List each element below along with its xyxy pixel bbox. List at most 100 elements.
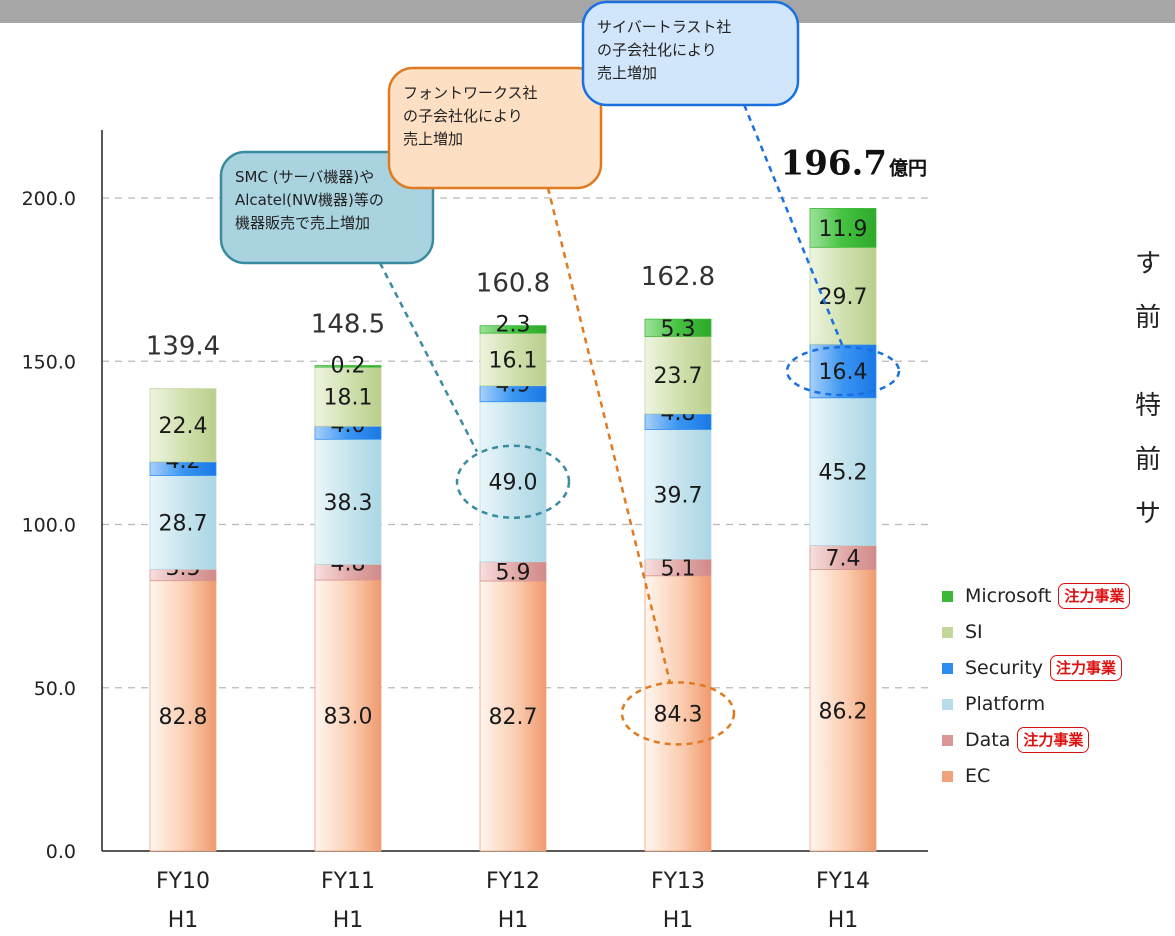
bar-segment-si-fy13 — [644, 336, 712, 415]
data-label-microsoft-fy14: 11.9 — [819, 217, 868, 242]
bar-segment-platform-fy14 — [809, 397, 877, 546]
data-label-data-fy13: 5.1 — [661, 556, 696, 581]
data-label-microsoft-fy11: 0.2 — [331, 353, 366, 378]
legend-label-data: Data — [965, 729, 1011, 751]
y-tick-label: 200.0 — [22, 188, 76, 210]
side-text-1: す — [1135, 249, 1162, 279]
data-label-si-fy11: 18.1 — [324, 386, 373, 411]
data-label-ec-fy10: 82.8 — [159, 705, 208, 730]
data-label-si-fy12: 16.1 — [489, 348, 538, 373]
legend-label-microsoft: Microsoft — [965, 585, 1052, 607]
data-label-platform-fy12: 49.0 — [489, 471, 538, 496]
bar-segment-ec-fy14 — [809, 569, 877, 852]
bar-segment-si-fy11 — [314, 366, 382, 427]
legend-label-ec: EC — [965, 765, 991, 787]
highlight-fy12-platform — [455, 444, 571, 519]
data-label-security-fy14: 16.4 — [819, 360, 868, 385]
data-label-platform-fy10: 28.7 — [159, 511, 208, 536]
legend-item-ec: EC — [942, 762, 990, 790]
callout-fontworks-text: の子会社化により — [403, 107, 523, 125]
data-label-data-fy12: 5.9 — [496, 560, 531, 585]
data-label-ec-fy11: 83.0 — [324, 705, 373, 730]
bar-segment-microsoft-fy12 — [479, 325, 547, 334]
focus-badge-security: 注力事業 — [1050, 655, 1123, 681]
total-label-fy12: 160.8 — [476, 269, 550, 299]
legend-item-data: Data 注力事業 — [942, 726, 1090, 754]
data-label-ec-fy13: 84.3 — [654, 702, 703, 727]
callout-cybertrust-text: サイバートラスト社 — [597, 18, 731, 36]
total-label-fy10: 139.4 — [146, 332, 220, 362]
total-label-fy11: 148.5 — [311, 309, 385, 339]
bar-segment-platform-fy13 — [644, 429, 712, 560]
bar-segment-microsoft-fy13 — [644, 318, 712, 337]
bar-segment-microsoft-fy14 — [809, 208, 877, 248]
callout-smc-alcatel-text: Alcatel(NW機器)等の — [235, 191, 384, 209]
x-tick-sublabel: H1 — [168, 908, 199, 933]
legend-swatch-ec — [942, 770, 953, 782]
legend-item-si: SI — [942, 618, 983, 646]
y-tick-label: 100.0 — [22, 515, 76, 537]
bar-segment-si-fy12 — [479, 332, 547, 387]
legend-item-platform: Platform — [942, 690, 1045, 718]
y-tick-label: 50.0 — [34, 678, 76, 700]
total-label-fy14: 196.7 — [781, 143, 887, 183]
callout-smc-alcatel-text: 機器販売で売上増加 — [235, 214, 370, 232]
bar-segment-platform-fy10 — [149, 475, 217, 570]
callout-smc-alcatel-leader-line — [378, 262, 479, 453]
y-tick-label: 0.0 — [46, 841, 76, 863]
y-tick-label: 150.0 — [22, 351, 76, 373]
x-tick-sublabel: H1 — [663, 908, 694, 933]
data-label-si-fy10: 22.4 — [159, 414, 208, 439]
legend-swatch-platform — [942, 698, 953, 710]
bar-segment-platform-fy12 — [479, 401, 547, 563]
side-text-3: 特 — [1135, 391, 1162, 421]
total-unit-label: 億円 — [889, 156, 927, 179]
legend-label-si: SI — [965, 621, 983, 643]
side-text-5: サ — [1135, 499, 1162, 529]
legend-swatch-security — [942, 662, 953, 674]
callout-smc-alcatel-box — [219, 150, 435, 265]
legend-label-platform: Platform — [965, 693, 1046, 715]
callout-fontworks-box — [387, 66, 603, 190]
x-tick-label: FY13 — [651, 869, 705, 894]
side-text-4: 前 — [1135, 445, 1162, 475]
x-tick-label: FY11 — [321, 869, 375, 894]
callout-fontworks-text: 売上増加 — [403, 130, 463, 148]
callout-cybertrust-box — [581, 0, 800, 107]
data-label-microsoft-fy12: 2.3 — [496, 313, 531, 338]
x-tick-sublabel: H1 — [828, 908, 859, 933]
x-tick-label: FY12 — [486, 869, 540, 894]
callout-fontworks-leader-line — [546, 187, 672, 683]
legend-swatch-microsoft — [942, 590, 953, 602]
data-label-platform-fy14: 45.2 — [819, 461, 868, 486]
legend-item-microsoft: Microsoft 注力事業 — [942, 582, 1131, 610]
data-label-ec-fy12: 82.7 — [489, 705, 538, 730]
highlight-fy13-ec — [620, 681, 736, 746]
data-label-si-fy13: 23.7 — [654, 364, 703, 389]
callout-cybertrust-text: の子会社化により — [597, 41, 717, 59]
total-label-fy13: 162.8 — [641, 262, 715, 292]
focus-badge-microsoft: 注力事業 — [1058, 583, 1131, 609]
data-label-platform-fy11: 38.3 — [324, 491, 373, 516]
bar-segment-platform-fy11 — [314, 438, 382, 565]
highlight-fy14-security — [785, 345, 901, 397]
focus-badge-data: 注力事業 — [1017, 727, 1090, 753]
bar-segment-ec-fy12 — [479, 580, 547, 852]
callout-smc-alcatel-text: SMC (サーバ機器)や — [235, 168, 374, 186]
data-label-platform-fy13: 39.7 — [654, 483, 703, 508]
bar-segment-si-fy14 — [809, 246, 877, 345]
data-label-si-fy14: 29.7 — [819, 285, 868, 310]
x-tick-label: FY10 — [156, 869, 210, 894]
data-label-data-fy14: 7.4 — [826, 546, 861, 571]
legend-item-security: Security 注力事業 — [942, 654, 1123, 682]
x-tick-sublabel: H1 — [498, 908, 529, 933]
x-tick-sublabel: H1 — [333, 908, 364, 933]
bar-segment-ec-fy10 — [149, 580, 217, 852]
bar-segment-ec-fy11 — [314, 579, 382, 852]
data-label-ec-fy14: 86.2 — [819, 699, 868, 724]
bar-segment-ec-fy13 — [644, 575, 712, 852]
legend-swatch-si — [942, 626, 953, 638]
callout-cybertrust-text: 売上増加 — [597, 64, 657, 82]
x-tick-label: FY14 — [816, 869, 870, 894]
